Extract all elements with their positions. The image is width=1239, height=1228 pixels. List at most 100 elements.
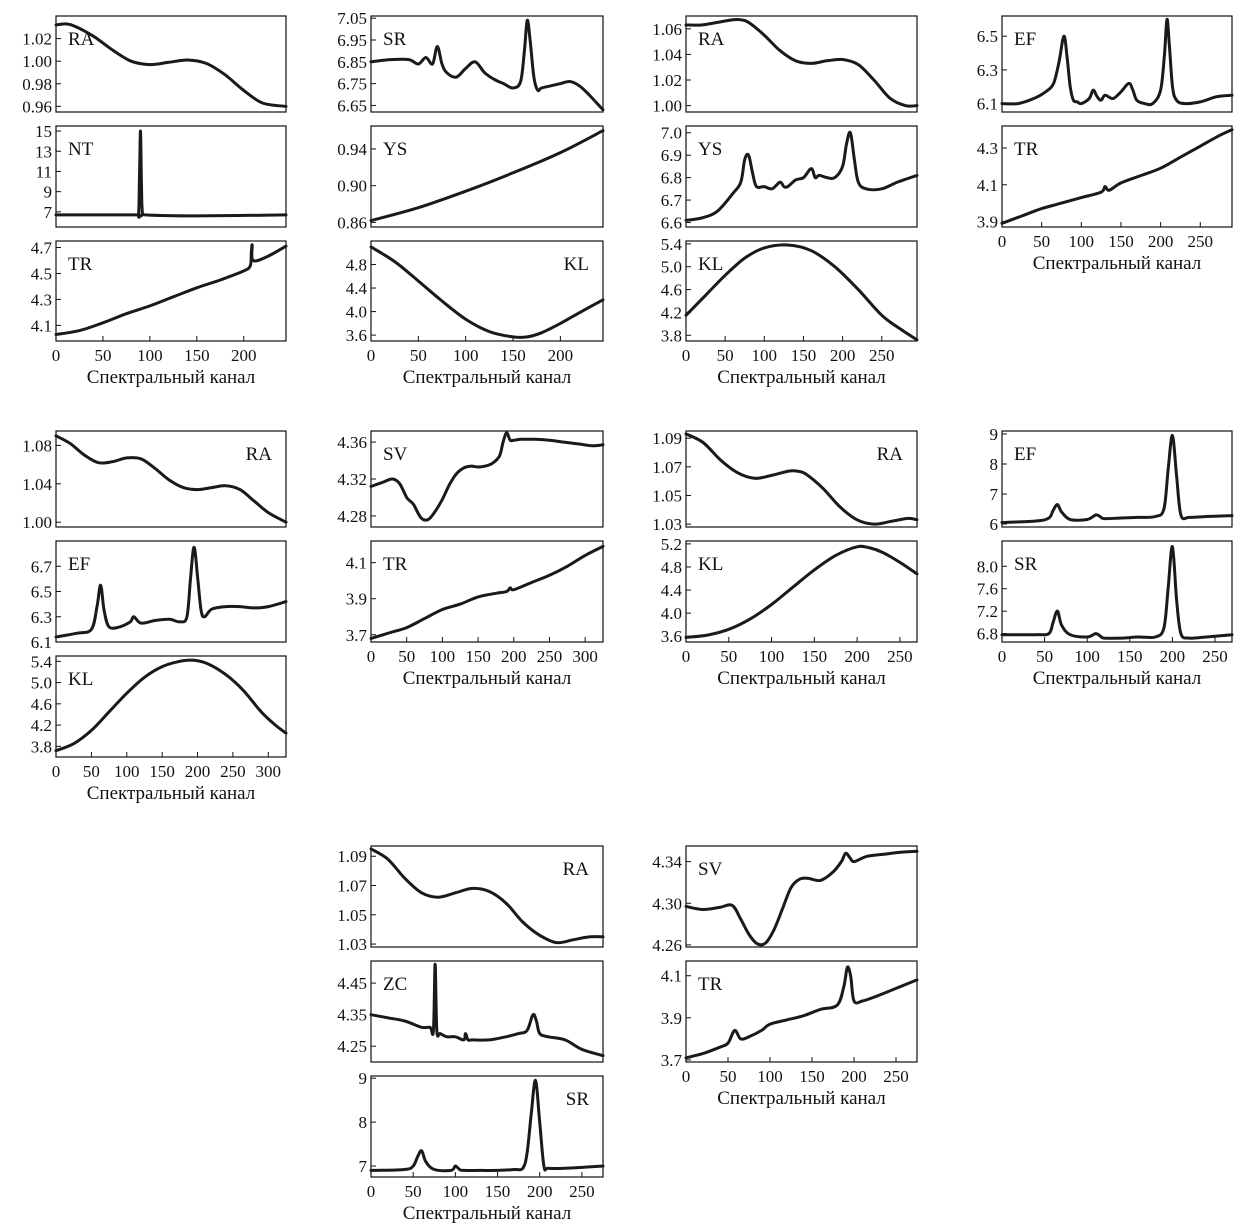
y-tick-label: 7.05 xyxy=(337,9,367,28)
y-tick-label: 9 xyxy=(990,425,999,444)
y-tick-label: 1.02 xyxy=(22,30,52,49)
chart-panel-22: 4.45 4.35 4.25 ZC xyxy=(337,960,605,1063)
panel-label: SV xyxy=(698,859,723,880)
y-tick-label: 0.94 xyxy=(337,140,367,159)
y-tick-label: 6.7 xyxy=(661,191,683,210)
y-tick-label: 3.9 xyxy=(977,212,998,231)
series-line xyxy=(369,847,605,945)
x-tick-label: 0 xyxy=(682,1067,691,1086)
y-tick-label: 1.07 xyxy=(652,458,682,477)
y-tick-label: 4.2 xyxy=(31,716,52,735)
y-tick-label: 8 xyxy=(359,1113,368,1132)
series-line xyxy=(684,965,919,1060)
y-tick-label: 6 xyxy=(990,515,999,534)
x-tick-label: 50 xyxy=(720,1067,737,1086)
series-line xyxy=(369,544,605,640)
chart-panel-6: 4.8 4.4 4.0 3.60 50 100 150 200 Спектральный кан… xyxy=(346,240,605,388)
x-tick-label: 200 xyxy=(527,1182,553,1201)
x-tick-label: 100 xyxy=(453,346,479,365)
y-tick-label: 4.1 xyxy=(977,176,998,195)
x-tick-label: 150 xyxy=(802,647,828,666)
panel-label: RA xyxy=(246,444,273,465)
y-tick-label: 4.7 xyxy=(31,238,53,257)
series-line xyxy=(1000,433,1234,524)
y-tick-label: 13 xyxy=(35,142,52,161)
chart-panel-1: 1.02 1.00 0.98 0.96 RA xyxy=(22,15,288,116)
plot-frame xyxy=(1001,540,1233,643)
y-tick-label: 1.08 xyxy=(22,436,52,455)
series-line xyxy=(369,129,605,223)
x-tick-label: 50 xyxy=(717,346,734,365)
series-line xyxy=(54,243,288,336)
y-tick-label: 4.35 xyxy=(337,1006,367,1025)
x-tick-label: 100 xyxy=(757,1067,783,1086)
panel-label: RA xyxy=(563,859,590,880)
panel-label: TR xyxy=(698,974,723,995)
y-tick-label: 1.00 xyxy=(22,513,52,532)
y-tick-label: 4.0 xyxy=(661,604,682,623)
series-line xyxy=(684,18,919,108)
series-line xyxy=(684,849,919,947)
plot-frame xyxy=(370,960,604,1063)
panel-label: SV xyxy=(383,444,408,465)
y-tick-label: 4.3 xyxy=(31,290,52,309)
y-tick-label: 6.1 xyxy=(977,95,998,114)
y-tick-label: 11 xyxy=(36,162,52,181)
chart-panel-10: 6.5 6.3 6.1 EF xyxy=(977,15,1234,114)
x-tick-label: 50 xyxy=(1036,647,1053,666)
y-tick-label: 4.32 xyxy=(337,470,367,489)
chart-panel-17: 1.09 1.07 1.05 1.03 RA xyxy=(652,429,919,534)
y-tick-label: 3.6 xyxy=(661,627,682,646)
x-tick-label: 0 xyxy=(367,346,376,365)
x-tick-label: 250 xyxy=(1202,647,1228,666)
x-tick-label: 50 xyxy=(94,346,111,365)
panel-label: KL xyxy=(698,554,723,575)
x-tick-label: 250 xyxy=(569,1182,595,1201)
y-tick-label: 1.04 xyxy=(22,475,52,494)
x-tick-label: 200 xyxy=(231,346,257,365)
series-line xyxy=(369,1078,605,1173)
y-tick-label: 8 xyxy=(990,455,999,474)
series-line xyxy=(54,434,288,524)
plot-frame xyxy=(1001,430,1233,528)
y-tick-label: 6.5 xyxy=(977,27,998,46)
y-tick-label: 5.0 xyxy=(661,258,682,277)
x-tick-label: 150 xyxy=(149,762,175,781)
panel-label: TR xyxy=(68,254,93,275)
chart-panel-9: 5.4 5.0 4.6 4.2 3.80 50 100 150 200 250 Спектральн… xyxy=(661,235,919,388)
series-line xyxy=(54,129,288,219)
series-line xyxy=(369,431,605,522)
x-tick-label: 50 xyxy=(398,647,415,666)
x-tick-label: 150 xyxy=(1108,232,1134,251)
x-axis-label: Спектральный канал xyxy=(403,1203,572,1224)
plot-frame xyxy=(370,540,604,643)
panel-label: SR xyxy=(383,29,407,50)
chart-panel-5: 0.94 0.90 0.86 YS xyxy=(337,125,605,232)
x-tick-label: 100 xyxy=(443,1182,469,1201)
y-tick-label: 1.09 xyxy=(337,847,367,866)
y-tick-label: 4.1 xyxy=(31,316,52,335)
chart-panel-4: 7.05 6.95 6.85 6.75 6.65 SR xyxy=(337,9,605,115)
y-tick-label: 4.8 xyxy=(346,256,367,275)
y-tick-label: 4.1 xyxy=(346,554,367,573)
x-tick-label: 0 xyxy=(998,232,1007,251)
y-tick-label: 5.2 xyxy=(661,535,682,554)
y-tick-label: 1.03 xyxy=(337,935,367,954)
x-tick-label: 200 xyxy=(548,346,574,365)
plot-frame xyxy=(55,540,287,643)
plot-frame xyxy=(1001,15,1233,113)
y-tick-label: 1.05 xyxy=(337,906,367,925)
y-tick-label: 0.86 xyxy=(337,213,367,232)
chart-panel-25: 4.1 3.9 3.70 50 100 150 200 250 Спектральный кан… xyxy=(661,960,919,1109)
x-tick-label: 300 xyxy=(572,647,598,666)
y-tick-label: 6.85 xyxy=(337,53,367,72)
panel-label: ZC xyxy=(383,974,407,995)
x-tick-label: 0 xyxy=(998,647,1007,666)
y-tick-label: 1.06 xyxy=(652,20,682,39)
plot-frame xyxy=(55,15,287,113)
panel-label: SR xyxy=(566,1089,590,1110)
plot-frame xyxy=(685,240,918,342)
series-line xyxy=(54,658,288,753)
plot-frame xyxy=(55,430,287,528)
y-tick-label: 5.4 xyxy=(661,235,683,254)
